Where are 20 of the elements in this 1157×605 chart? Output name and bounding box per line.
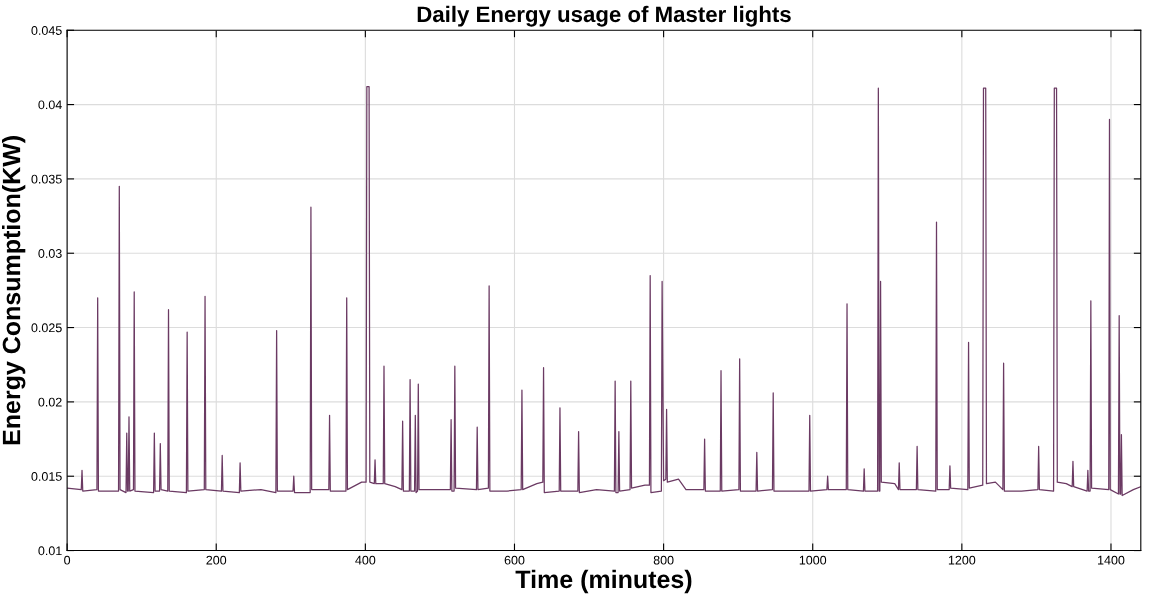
chart-title: Daily Energy usage of Master lights — [417, 5, 791, 27]
y-tick-label: 0.03 — [38, 249, 62, 258]
y-axis-title: Energy Consumption(KW) — [2, 136, 26, 445]
y-tick-label: 0.035 — [31, 174, 62, 184]
x-tick-label: 800 — [653, 555, 674, 565]
x-tick-label: 600 — [504, 555, 525, 565]
y-tick-label: 0.015 — [31, 472, 62, 481]
y-tick-label: 0.01 — [38, 546, 62, 556]
x-axis-title: Time (minutes) — [515, 569, 692, 594]
line-series — [67, 86, 1141, 497]
y-tick-label: 0.02 — [38, 397, 62, 407]
y-tick-label: 0.04 — [38, 100, 62, 110]
y-tick-label: 0.025 — [31, 323, 62, 333]
y-tick-label: 0.045 — [31, 26, 62, 35]
x-tick-label: 1200 — [948, 555, 976, 565]
x-tick-label: 1400 — [1098, 555, 1125, 565]
x-tick-label: 0 — [64, 555, 71, 565]
x-tick-label: 200 — [206, 555, 227, 565]
x-tick-label: 400 — [355, 555, 376, 565]
x-tick-label: 1000 — [799, 555, 827, 565]
